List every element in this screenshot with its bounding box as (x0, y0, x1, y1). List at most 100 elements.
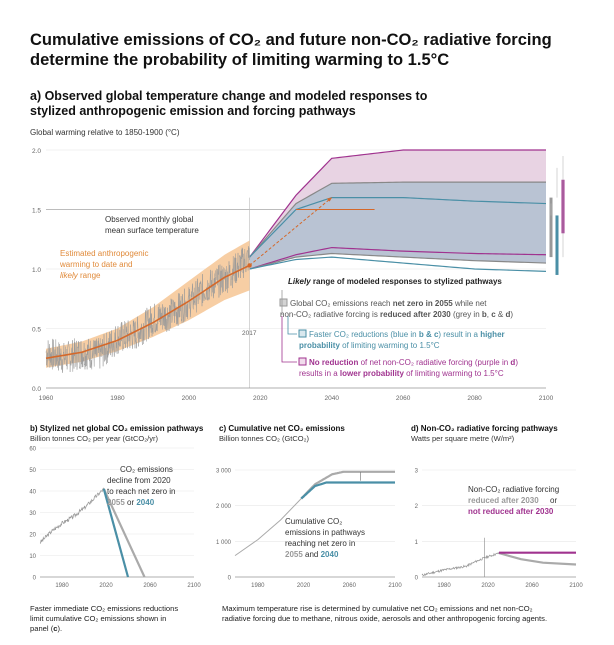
grey-range-fill (249, 182, 547, 269)
ytick-label: 30 (29, 511, 36, 517)
panel-a-range-bars (549, 155, 565, 275)
observed-monthly-line (45, 246, 250, 373)
ytick-label: 50 (29, 468, 36, 474)
obs-label-line1: Observed monthly global (105, 215, 194, 224)
panel-a-xtick-label: 2060 (396, 395, 411, 402)
panel-a-xtick-label: 1960 (39, 395, 54, 402)
panel-a-xtick-label: 2100 (539, 395, 554, 402)
panel-c-title: c) Cumulative net CO₂ emissions (219, 424, 345, 433)
legend-grey-swatch (279, 298, 288, 307)
legend-purple-swatch (298, 357, 307, 366)
legend-grey-line1: Global CO₂ emissions reach net zero in 2… (290, 299, 487, 308)
ytick-label: 3 (415, 469, 419, 475)
panel-a-axes: 0.0 0.5 1.0 1.5 2.0 1960 1980 2000 2020 2040 2060 2… (32, 148, 554, 402)
xtick-label: 2100 (187, 583, 201, 589)
panel-b-subtitle: Billion tonnes CO₂ per year (GtCO₂/yr) (30, 434, 158, 443)
panel-b-blue-line (102, 488, 130, 578)
panel-b-annot-3: to reach net zero in (107, 487, 175, 496)
panel-c-historical-line (234, 498, 302, 557)
ytick-label: 20 (29, 533, 36, 539)
panel-a-xtick-label: 2080 (467, 395, 482, 402)
xtick-label: 2100 (569, 583, 583, 589)
bottom-caption-1: Maximum temperature rise is determined b… (222, 604, 533, 613)
ytick-label: 3 000 (216, 469, 232, 475)
panel-b-title: b) Stylized net global CO₂ emission path… (30, 424, 204, 433)
panel-b-caption-3: panel (c). (30, 624, 63, 633)
xtick-label: 1980 (251, 583, 265, 589)
ytick-label: 0 (33, 576, 37, 582)
ytick-label: 1 (415, 540, 419, 546)
panel-b-caption-2: limit cumulative CO₂ emissions shown in (30, 614, 167, 623)
legend-blue-line2: probability of limiting warming to 1.5°C (299, 341, 440, 350)
est-label-line1: Estimated anthropogenic (60, 249, 149, 258)
ytick-label: 0 (415, 576, 419, 582)
grey-range-high (249, 181, 546, 258)
projected-trend-arrow (249, 197, 333, 266)
panel-a-annotations: Observed monthly global mean surface tem… (59, 215, 518, 378)
est-label-line2: warming to date and (59, 260, 133, 269)
panel-c-annot-4: 2055 and 2040 (285, 550, 339, 559)
panel-d-historical-line (421, 552, 500, 577)
estimated-warming-line (45, 264, 250, 360)
ytick-label: 2 000 (216, 504, 232, 510)
legend-grey-line2: non-CO₂ radiative forcing is reduced aft… (280, 310, 513, 319)
panel-c-chart: 0 1 000 2 000 3 000 1980 2020 2060 2100 Cumulat… (216, 469, 402, 590)
xtick-label: 2060 (525, 583, 539, 589)
ytick-label: 40 (29, 490, 36, 496)
bottom-caption-2: radiative forcing due to methane, nitrou… (222, 614, 548, 623)
panel-c-blue-line (300, 481, 395, 500)
legend-purple-line1: No reduction of net non-CO₂ radiative fo… (309, 358, 518, 367)
panel-d-chart: 0 1 2 3 1980 2020 2060 2100 Non-CO₂ radiative f… (415, 469, 584, 590)
panel-a-xtick-label: 2020 (253, 395, 268, 402)
purple-range-high (249, 149, 546, 258)
legend-bracket-blue (287, 316, 297, 335)
xtick-label: 2020 (481, 583, 495, 589)
xtick-label: 1980 (55, 583, 69, 589)
blue-range-low (249, 256, 547, 272)
xtick-label: 2060 (343, 583, 357, 589)
panel-a-ytick-label: 1.5 (32, 208, 41, 215)
ytick-label: 10 (29, 554, 36, 560)
panel-a-historical (45, 197, 375, 373)
range-bar-0 (549, 197, 553, 258)
legend-bracket-purple (281, 316, 297, 363)
panel-a-ytick-label: 0.5 (32, 327, 41, 334)
panel-d-annot-3: or (550, 496, 557, 505)
est-label-range: range (78, 271, 101, 280)
panel-a-ytick-label: 2.0 (32, 148, 41, 155)
panel-c-annot-2: emissions in pathways (285, 528, 365, 537)
panel-d-annot-4: not reduced after 2030 (468, 507, 554, 516)
ytick-label: 60 (29, 447, 36, 453)
panel-c-plot: 0 1 000 2 000 3 000 1980 2020 2060 2100 (216, 469, 402, 590)
panel-a-xtick-label: 2040 (324, 395, 339, 402)
projected-trend-arrowhead (326, 197, 332, 202)
legend-blue-line1: Faster CO₂ reductions (blue in b & c) re… (309, 330, 505, 339)
est-label-line3: likely range (60, 271, 101, 280)
panel-a-chart: 0.0 0.5 1.0 1.5 2.0 1960 1980 2000 2020 2040 2060 2… (32, 148, 565, 402)
ytick-label: 0 (228, 576, 232, 582)
grey-range-low (249, 252, 547, 270)
panel-d-grey-line (498, 552, 577, 566)
panel-a-xtick-label: 1980 (110, 395, 125, 402)
xtick-label: 1980 (437, 583, 451, 589)
panel-b-historical-line (39, 487, 105, 544)
panel-a-ytick-label: 0.0 (32, 386, 41, 393)
est-label-likely: likely (60, 271, 79, 280)
ytick-label: 1 000 (216, 540, 232, 546)
panel-b-plot: 0 10 20 30 40 50 60 1980 2020 2060 2100 (29, 447, 201, 590)
legend-blue-swatch (298, 329, 307, 338)
panel-b-annot-1: CO₂ emissions (120, 465, 173, 474)
legend-heading: Likely range of modeled responses to sty… (288, 277, 502, 286)
panel-b-caption-1: Faster immediate CO₂ emissions reduction… (30, 604, 179, 613)
purple-range-low (249, 246, 547, 270)
panel-d-title: d) Non-CO₂ radiative forcing pathways (411, 424, 558, 433)
panel-b-annot-4: 2055 or 2040 (107, 498, 155, 507)
panel-a-ranges (249, 149, 547, 272)
panel-d-annot-1: Non-CO₂ radiative forcing (468, 485, 559, 494)
panel-d-plot: 0 1 2 3 1980 2020 2060 2100 (415, 469, 584, 590)
panel-b-caption: Faster immediate CO₂ emissions reduction… (30, 604, 220, 634)
panel-a-ytick-label: 1.0 (32, 267, 41, 274)
xtick-label: 2060 (143, 583, 157, 589)
obs-label-line2: mean surface temperature (105, 226, 199, 235)
xtick-label: 2100 (388, 583, 402, 589)
